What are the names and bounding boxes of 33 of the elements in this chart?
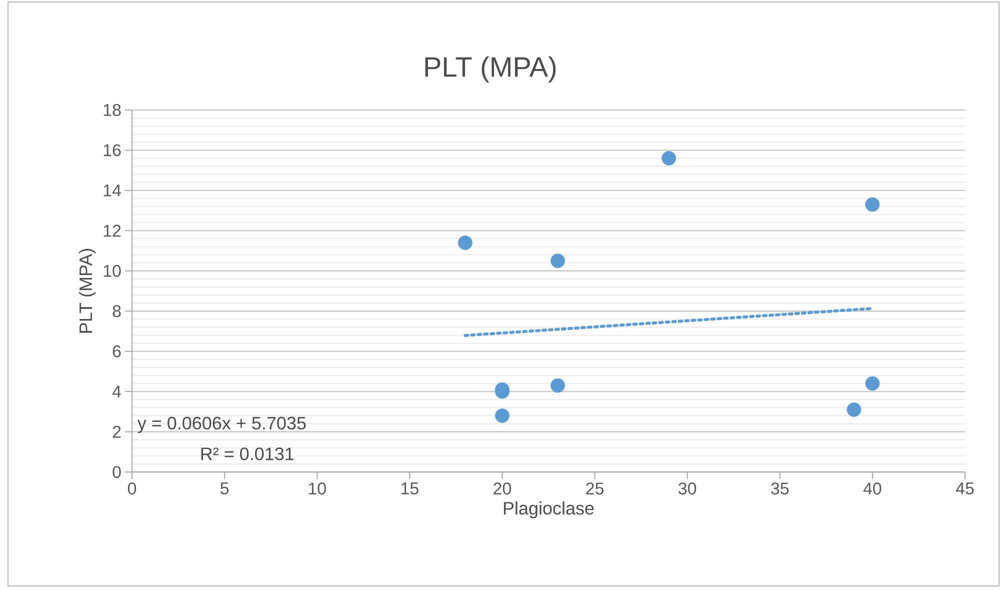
- x-tick-label: 15: [402, 482, 418, 494]
- y-tick-label: 16: [104, 144, 121, 156]
- x-tick-label: 20: [494, 482, 512, 495]
- y-tick-label: 2: [112, 426, 121, 438]
- y-tick-label: 8: [112, 305, 121, 318]
- x-tick-label: 25: [586, 482, 604, 495]
- point: [865, 376, 880, 391]
- x-tick-label: 45: [956, 482, 974, 494]
- y-tick-label: 12: [104, 224, 121, 237]
- point: [846, 402, 862, 417]
- x-axis-title: Plagioclase: [504, 501, 594, 518]
- x-tick-label: 5: [220, 482, 229, 494]
- point: [662, 151, 676, 166]
- y-tick-label: 0: [112, 466, 121, 478]
- x-tick-label: 40: [863, 482, 882, 495]
- point: [865, 197, 880, 212]
- point: [458, 236, 472, 250]
- annotation: R² = 0.0131: [201, 448, 294, 460]
- y-tick-label: 10: [104, 264, 121, 277]
- x-tick-label: 35: [771, 482, 789, 495]
- point: [495, 408, 510, 423]
- x-tick-label: 10: [308, 482, 326, 495]
- x-tick-label: 30: [678, 482, 696, 495]
- x-tick-label: 0: [128, 482, 136, 495]
- chart-title: PLT (MPA): [425, 56, 556, 82]
- y-tick-label: 18: [104, 104, 121, 116]
- point: [550, 254, 565, 268]
- y-tick-label: 4: [112, 386, 121, 398]
- y-axis-title: PLT (MPA): [78, 248, 96, 333]
- annotation: y = 0.0606x + 5.7035: [137, 416, 306, 434]
- y-tick-label: 6: [112, 345, 121, 358]
- point: [550, 378, 565, 393]
- y-tick-label: 14: [104, 184, 121, 196]
